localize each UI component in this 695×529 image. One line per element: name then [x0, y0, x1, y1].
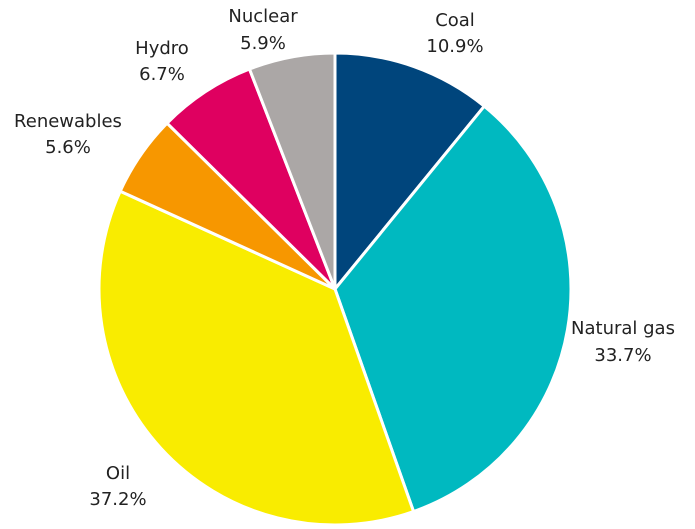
slice-value-natural-gas: 33.7% — [594, 345, 651, 366]
slice-label-natural-gas: Natural gas — [571, 318, 675, 339]
slices-group — [97, 51, 573, 527]
slice-value-renewables: 5.6% — [45, 137, 91, 158]
slice-value-nuclear: 5.9% — [240, 33, 286, 54]
pie-slice-nuclear — [248, 51, 337, 291]
slice-value-hydro: 6.7% — [139, 64, 185, 85]
pie-slice-coal — [333, 51, 486, 291]
slice-label-nuclear: Nuclear — [228, 6, 298, 27]
slice-label-renewables: Renewables — [14, 111, 122, 132]
slice-value-oil: 37.2% — [89, 489, 146, 510]
pie-slice-natural-gas — [333, 104, 573, 514]
slice-label-hydro: Hydro — [135, 38, 189, 59]
slice-label-oil: Oil — [106, 463, 130, 484]
slice-label-coal: Coal — [435, 10, 475, 31]
labels-group: Coal 10.9% Natural gas 33.7% Oil 37.2% Renewab… — [14, 6, 675, 510]
slice-value-coal: 10.9% — [426, 36, 483, 57]
